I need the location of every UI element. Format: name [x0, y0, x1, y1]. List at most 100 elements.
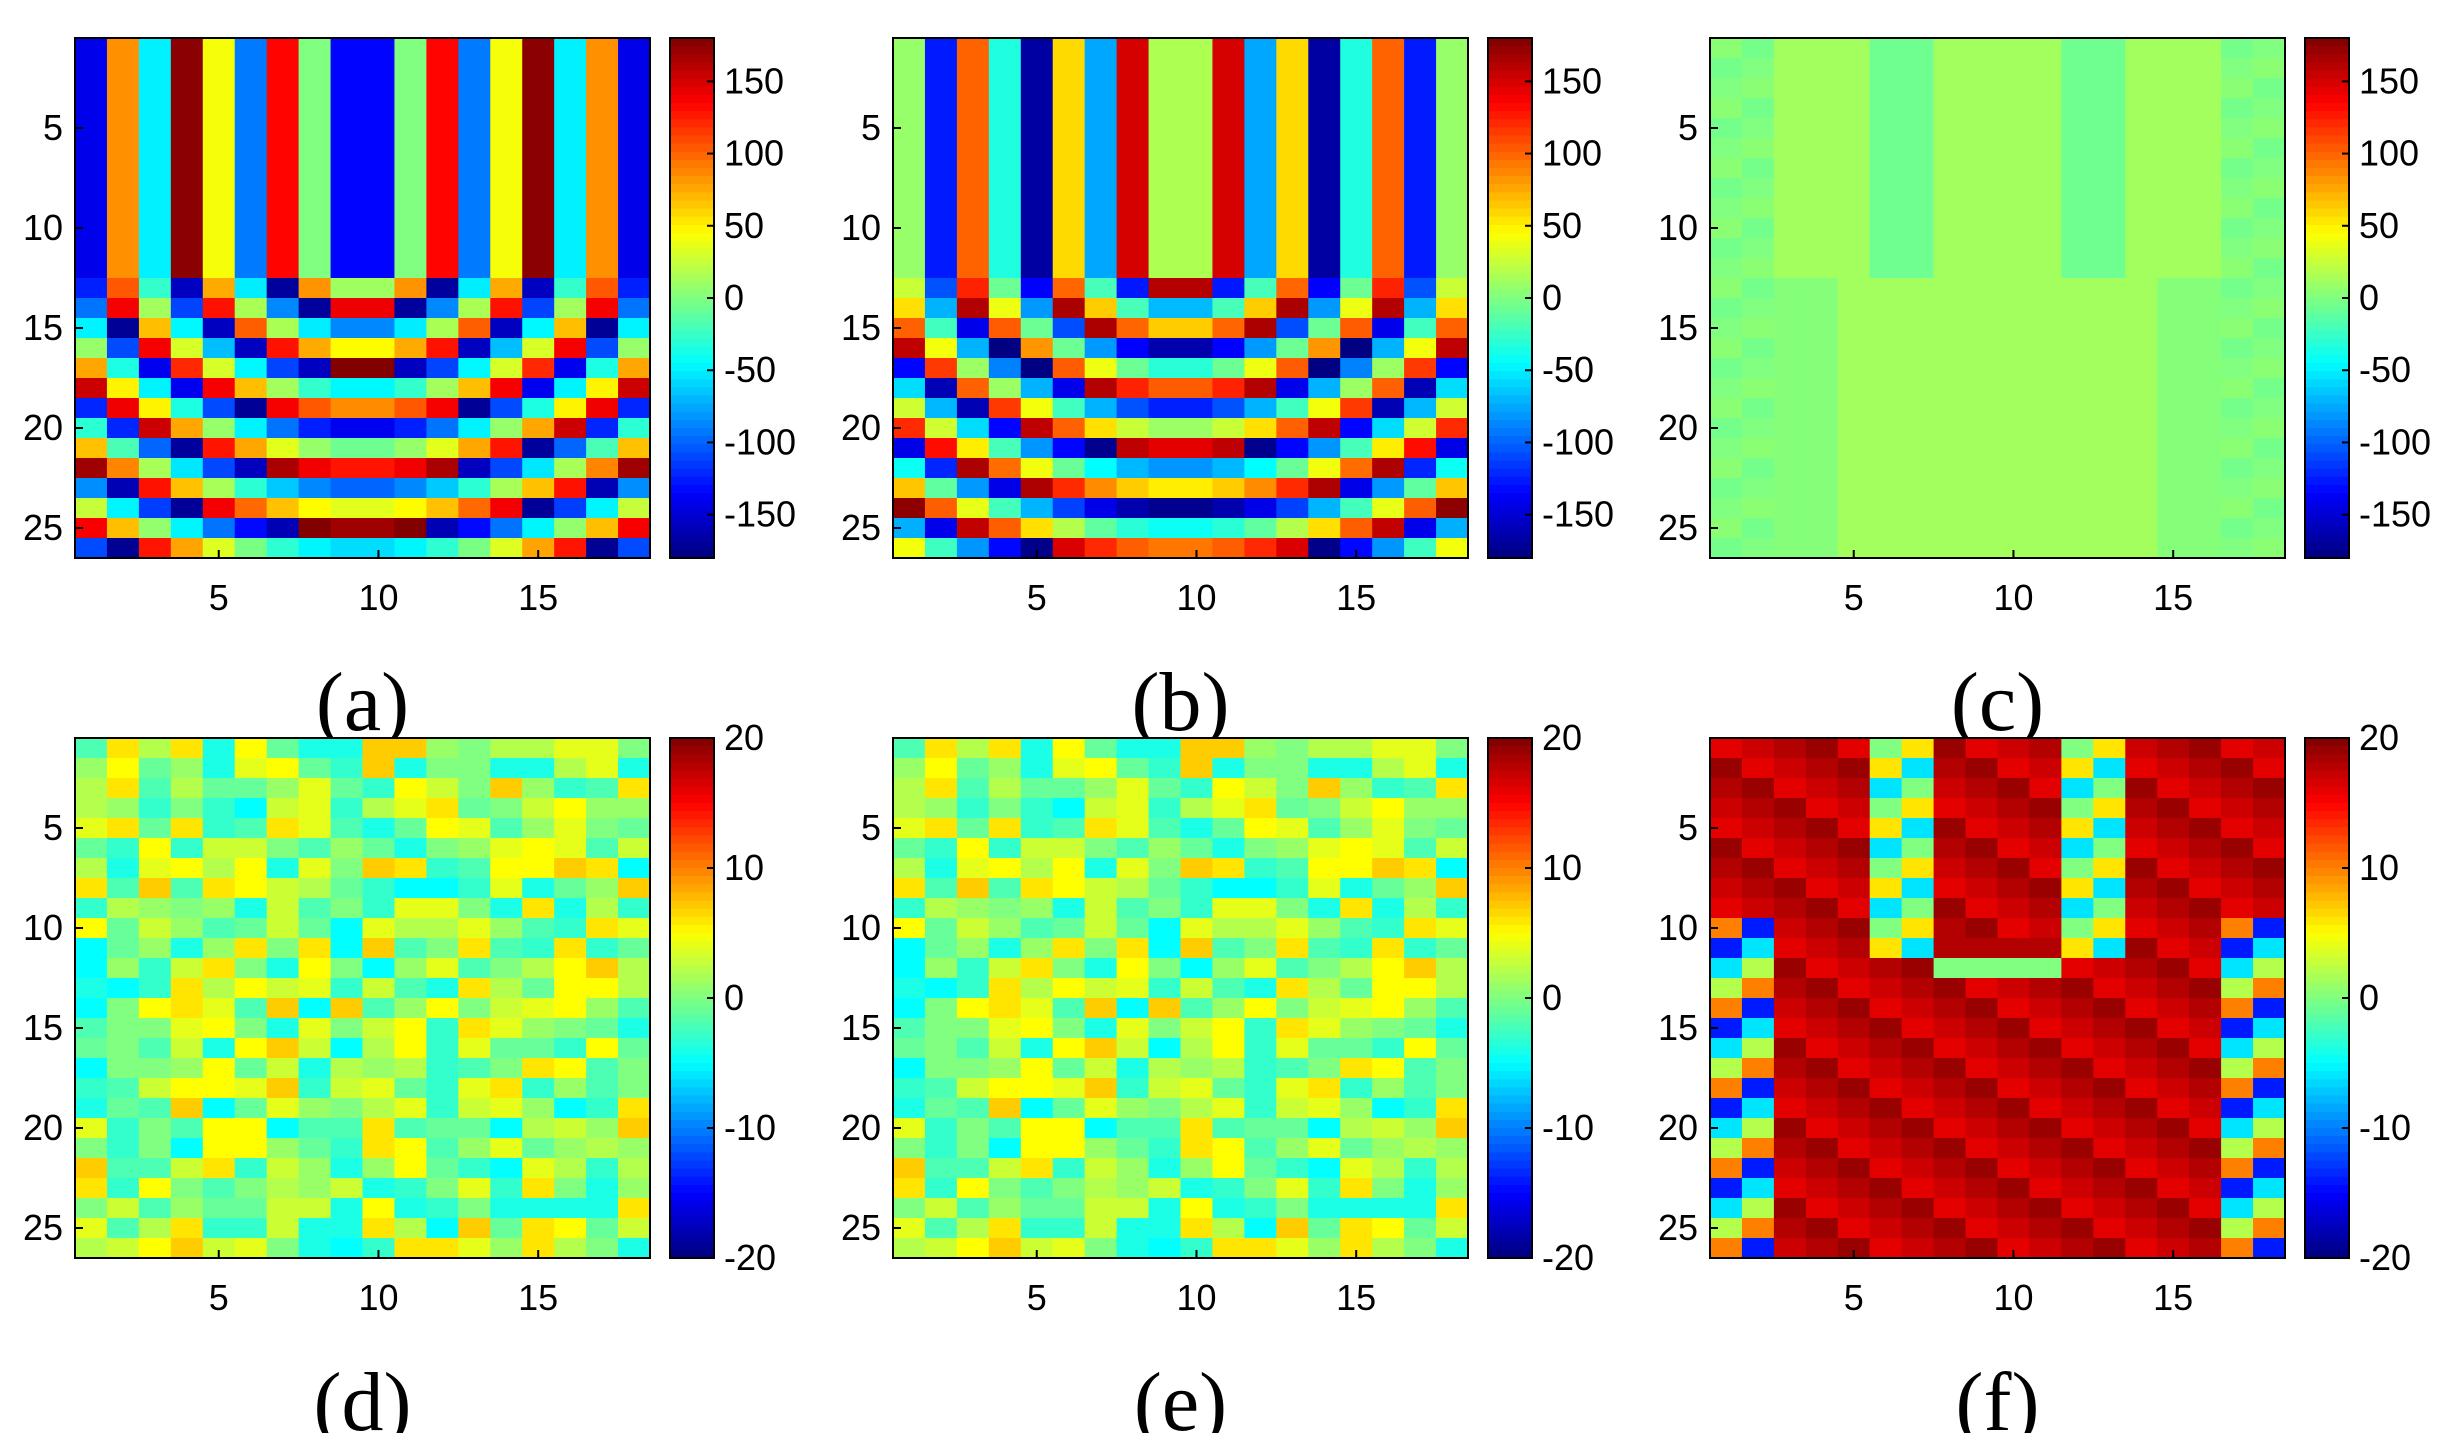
heatmap-cell — [490, 238, 523, 259]
heatmap-cell — [362, 38, 396, 59]
heatmap-cell — [1212, 118, 1245, 139]
heatmap-cell — [426, 1058, 459, 1079]
heatmap-cell — [1773, 778, 1807, 799]
heatmap-cell — [458, 258, 491, 279]
heatmap-cell — [1148, 918, 1182, 939]
heatmap-cell — [426, 1138, 459, 1159]
heatmap-cell — [1741, 858, 1775, 879]
heatmap-cell — [618, 998, 651, 1019]
heatmap-cell — [394, 918, 427, 939]
heatmap-cell — [586, 958, 619, 979]
heatmap-cell — [2029, 158, 2062, 179]
colorbar-segment — [1488, 314, 1532, 323]
heatmap-cell — [2157, 1158, 2190, 1179]
heatmap-cell — [1965, 118, 1999, 139]
heatmap-cell — [1180, 158, 1214, 179]
heatmap-cell — [956, 778, 990, 799]
heatmap-cell — [1805, 998, 1839, 1019]
heatmap-cell — [554, 738, 587, 759]
heatmap-cell — [522, 898, 555, 919]
heatmap-cell — [1212, 758, 1245, 779]
colorbar-segment — [1488, 119, 1532, 128]
heatmap-cell — [426, 118, 459, 139]
heatmap-cell — [170, 758, 204, 779]
heatmap-cell — [1276, 198, 1309, 219]
heatmap-cell — [1372, 98, 1405, 119]
heatmap-cell — [394, 1018, 427, 1039]
heatmap-cell — [1372, 1218, 1405, 1239]
colorbar-segment — [670, 843, 714, 853]
heatmap-cell — [618, 398, 651, 419]
heatmap-cell — [1933, 278, 1967, 299]
colorbar-segment — [2305, 501, 2349, 510]
heatmap-cell — [234, 738, 268, 759]
heatmap-cell — [1869, 978, 1903, 999]
heatmap-cell — [2093, 518, 2126, 539]
heatmap-cell — [2221, 398, 2254, 419]
heatmap-cell — [893, 1058, 926, 1079]
heatmap-cell — [266, 818, 300, 839]
heatmap-cell — [2125, 1158, 2158, 1179]
heatmap-cell — [394, 1058, 427, 1079]
colorbar-segment — [670, 314, 714, 323]
heatmap-cell — [362, 438, 396, 459]
heatmap-cell — [1837, 278, 1871, 299]
heatmap-cell — [1308, 338, 1341, 359]
colorbar-segment — [2305, 103, 2349, 112]
heatmap-cell — [458, 738, 491, 759]
heatmap-cell — [2157, 1078, 2190, 1099]
heatmap-cell — [266, 418, 300, 439]
heatmap-cell — [522, 918, 555, 939]
colorbar-tick-label: 0 — [2359, 977, 2379, 1018]
heatmap-cell — [2157, 818, 2190, 839]
heatmap-cell — [1869, 538, 1903, 559]
heatmap-cell — [1052, 1158, 1086, 1179]
heatmap-cell — [1773, 418, 1807, 439]
heatmap-cell — [138, 778, 172, 799]
heatmap-cell — [458, 1018, 491, 1039]
heatmap-cell — [893, 58, 926, 79]
heatmap-cell — [924, 938, 958, 959]
heatmap-cell — [138, 498, 172, 519]
heatmap-cell — [106, 998, 140, 1019]
heatmap-cell — [1180, 1078, 1214, 1099]
heatmap-cell — [1741, 798, 1775, 819]
heatmap-cell — [1372, 78, 1405, 99]
colorbar-segment — [2305, 330, 2349, 340]
heatmap-cell — [1276, 1178, 1309, 1199]
heatmap-cell — [2093, 358, 2126, 379]
heatmap-cell — [1116, 858, 1150, 879]
heatmap-cell — [618, 158, 651, 179]
heatmap-cell — [1436, 798, 1469, 819]
heatmap-cell — [1052, 978, 1086, 999]
heatmap-cell — [298, 1078, 332, 1099]
heatmap-cell — [490, 138, 523, 159]
heatmap-cell — [106, 1158, 140, 1179]
heatmap-cell — [394, 1218, 427, 1239]
heatmap-cell — [554, 518, 587, 539]
heatmap-cell — [1340, 518, 1373, 539]
heatmap-cell — [2157, 258, 2190, 279]
colorbar-segment — [2305, 803, 2349, 812]
heatmap-cell — [362, 738, 396, 759]
heatmap-cell — [138, 898, 172, 919]
heatmap-cell — [1276, 278, 1309, 299]
heatmap-cell — [170, 738, 204, 759]
heatmap-cell — [298, 498, 332, 519]
colorbar-segment — [2305, 444, 2349, 453]
heatmap-cell — [2029, 438, 2062, 459]
heatmap-cell — [330, 778, 364, 799]
heatmap-cell — [426, 798, 459, 819]
heatmap-cell — [1372, 758, 1405, 779]
colorbar-segment — [670, 1095, 714, 1105]
colorbar-segment — [670, 249, 714, 258]
heatmap-cell — [2189, 98, 2222, 119]
heatmap-cell — [586, 118, 619, 139]
heatmap-cell — [234, 858, 268, 879]
heatmap-cell — [1180, 458, 1214, 479]
heatmap-cell — [1773, 318, 1807, 339]
heatmap-cell — [170, 898, 204, 919]
heatmap-cell — [1965, 918, 1999, 939]
heatmap-cell — [1436, 518, 1469, 539]
heatmap-cell — [138, 158, 172, 179]
